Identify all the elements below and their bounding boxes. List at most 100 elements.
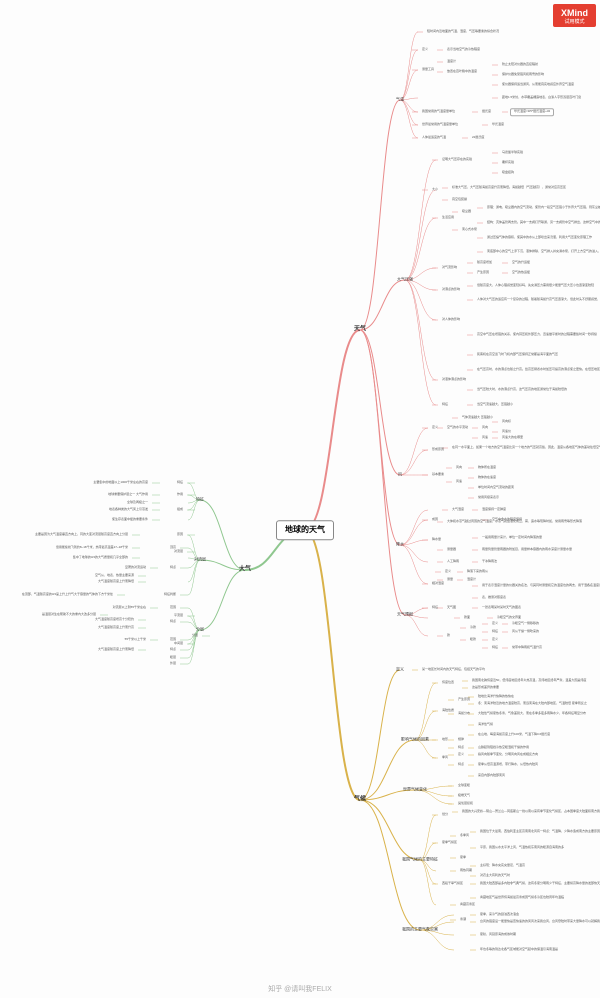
leaf: 大陆性气候夏热冬寒，气象差别大，而在冬季多夜多雨降水少，年各特征明显分布 xyxy=(476,711,588,717)
leaf: 范围 xyxy=(168,605,178,611)
leaf: 当气压较大时，水的沸点升高，这气压高的地区通常位于海拔较低的 xyxy=(475,387,569,393)
subnode: 我国气候的主要特征 xyxy=(400,857,440,864)
leaf: 用于表示湿度计量的仪器关的名法，与其同时测量和它的温度也的两支，用干湿各名温度计… xyxy=(480,583,600,589)
leaf: 对沸点的影响 xyxy=(440,287,462,293)
subnode: 影响气候的因素 xyxy=(399,737,431,744)
leaf: 真空包装袋 xyxy=(450,197,469,203)
center-node: 地球的天气 xyxy=(276,520,334,540)
leaf: 在同一水平面上，如果一个地方的空气温度比另一个地方的气压就高些，因此，温度从各地… xyxy=(450,445,600,451)
leaf: 主好现：降水充实充量足、气温高 xyxy=(478,863,527,869)
leaf: 主要集中的地面以上1000千米左右的高度 xyxy=(91,480,150,486)
leaf: 温度计 xyxy=(445,59,458,65)
xmind-badge: XMind 试用模式 xyxy=(553,4,596,27)
leaf: 主要是因为大气温度垂直方向上，同的大变对流层随高度直方向上分层 xyxy=(33,532,130,538)
leaf: 覆杯实验 xyxy=(500,160,516,166)
leaf: 物体所在温度 xyxy=(476,465,498,471)
subnode: 气温 xyxy=(394,97,406,104)
leaf: 一张表明某时某时天气的图表 xyxy=(480,605,523,611)
leaf: 常用风级来表示 xyxy=(476,495,501,501)
leaf: 特点 xyxy=(456,762,466,768)
leaf: 我国南北跨纬度近50，低纬度地区终年炎热高温，高纬地区终年严寒，温差大因是纬度 xyxy=(470,678,588,684)
leaf: 在山地，每度海拔高度上升100米，气温下降0.6摄氏度 xyxy=(476,732,552,738)
leaf: 华氏温度=9/5*摄氏温度+32 xyxy=(510,108,554,116)
leaf: 地表各种类的大气凤上引蒸发 xyxy=(107,507,150,513)
leaf: 来自内部内陆部离风 xyxy=(476,773,507,779)
leaf: 对流层 xyxy=(172,549,185,555)
leaf: 测量工具 xyxy=(420,67,436,73)
leaf: 全球及两极之一 xyxy=(125,500,150,506)
badge-title: XMind xyxy=(561,8,588,18)
leaf: 吸盘挂钩 xyxy=(500,170,516,176)
leaf: 大气温度随高度上升而降低 xyxy=(96,647,136,653)
leaf: 风速大的在哪里 xyxy=(500,435,525,441)
leaf: 22摄氏度 xyxy=(470,135,486,141)
leaf: 特点 xyxy=(168,565,178,571)
leaf: 但用能续线飞到约8~18千米，热带最高温差17~18千米 xyxy=(54,545,130,551)
leaf: 特征 xyxy=(175,480,185,486)
leaf: 全球变暖 xyxy=(456,783,472,789)
leaf: 人工降雨 xyxy=(445,559,461,565)
leaf: 指风向随季节变化，分明风向风在成相反方向 xyxy=(476,752,540,758)
leaf: 平原，我国从水太平洋上风，气温热和东南风的暖源自海南的多 xyxy=(478,845,566,851)
leaf: 特点 xyxy=(168,619,178,625)
leaf: 产生原因 xyxy=(456,697,472,703)
leaf: 这是形成差异的重要 xyxy=(470,685,501,691)
leaf: 降水量 xyxy=(430,537,443,543)
subnode: 天气预报 xyxy=(395,612,415,619)
leaf: 但随高度大，人体心理感觉变轻好吗，先充满压力需用很少能量气压大压小也逐渐变较轻 xyxy=(475,283,596,289)
leaf: 保护仪器免受强风和雨雪的影响 xyxy=(500,72,546,78)
leaf: 夏季从低高温源增，带行降水，从低热内陆风 xyxy=(476,762,540,768)
leaf: 夏季 xyxy=(458,855,468,861)
leaf: 使仪器保持适当通风，从而能真实地感应外界空气温度 xyxy=(500,82,576,88)
leaf: 冬季风 xyxy=(458,833,471,839)
leaf: 人体对大气压的适应有一个复杂的过程，随着随海拔升高气压逐渐大，但此时头不舒服感觉… xyxy=(475,297,600,303)
leaf: 表示当地空气的冷热程度 xyxy=(445,47,482,53)
leaf: 空气的升运缓 xyxy=(510,260,532,266)
leaf: 气体流速越大 压强越小 xyxy=(460,415,495,421)
leaf: 冬：离海洋较近的地方温度较高，而远离海在大陆内部地区，气温较低 夏季则反之 xyxy=(476,701,589,707)
leaf: 山脉起到阻挡冷热空暖湿和干燥的作用 xyxy=(476,745,531,751)
leaf: 当空气流速越大，压强越小 xyxy=(475,402,515,408)
leaf: 离底部中心的空气上浮下沉，液体排除、空气排入并充满水泵，打开上方空气的进入，完成… xyxy=(485,249,600,255)
leaf: 原因 xyxy=(175,532,185,538)
leaf: 大体和水蒸气越过周围的空气温度，水蒸气就会液化成云、雾、露水等现降时如，常用雨雪… xyxy=(445,519,584,525)
leaf: 风向 xyxy=(480,425,490,431)
leaf: 对人体的影响 xyxy=(440,317,462,323)
leaf: 中间层 xyxy=(172,641,185,647)
branch-atmos: 大气 xyxy=(235,564,255,575)
leaf: 对液体沸点的影响 xyxy=(440,377,468,383)
leaf: 定义 xyxy=(490,637,500,643)
leaf: 物体的在速度 xyxy=(476,475,498,481)
leaf: 我国大陆西部是多内陆非气典气候，这有冬夏分明雨少干特征，主要候高降水量的发部恢天… xyxy=(478,881,600,887)
subnode: 对流层 xyxy=(192,557,208,564)
leaf: 风向 xyxy=(454,465,464,471)
subnode: 特征 xyxy=(194,497,206,504)
subnode: 大气压强 xyxy=(395,277,415,284)
leaf: 在顶部，气温随高度的3/4呈上升上升气大于容量的气体的下方千米处 xyxy=(20,592,115,598)
subnode: 降水 xyxy=(394,542,406,549)
leaf: 特征判断 xyxy=(162,592,178,598)
leaf: 相对湿度 xyxy=(430,581,446,587)
leaf: 平流层 xyxy=(172,613,185,619)
leaf: 我国常用的气温度量单位 xyxy=(420,109,457,115)
leaf: 民客机在高空巡飞时飞机内部气压保持正常都是海平面的气压 xyxy=(475,352,560,358)
leaf: 臭氧层损和 xyxy=(456,801,475,807)
subnode: 世界气候变化 xyxy=(401,787,429,794)
leaf: 定义 xyxy=(456,752,466,758)
leaf: 摄氏度 xyxy=(480,109,493,115)
leaf: 在气压高时，水的沸点也随之升高。给高压锅煮水时加压可提高的沸点使之更快。在低压地… xyxy=(475,367,600,373)
leaf: 青藏地区气是世界纬海拔最高寒成因气候冬冷区也较周年均温临 xyxy=(478,895,566,901)
leaf: 干冰降雨法 xyxy=(480,559,499,565)
leaf: 空气的水平流动 xyxy=(445,425,470,431)
leaf: 雨热同期 xyxy=(458,868,474,874)
branch-weather: 天气 xyxy=(350,324,370,335)
leaf: 风从干燥一侧吹来的 xyxy=(510,629,541,635)
leaf: 我国的大兴安岭—阴山—贺兰山—冈底斯山一线以南以来有季节变化气候区，占本国季度大… xyxy=(460,809,600,815)
leaf: 某一地区长时间内的天气特征，包括天气的平均 xyxy=(420,667,487,673)
leaf: 纬度位置 xyxy=(440,680,456,686)
leaf: 定义 xyxy=(443,569,453,575)
leaf: 放置在百叶箱中的温度 xyxy=(445,69,479,75)
leaf: 证明大气压存在的实验 xyxy=(440,157,474,163)
leaf: 马德堡半球实验 xyxy=(500,150,525,156)
leaf: 夏季，来冷气的刮汹西次浪会 xyxy=(478,912,521,918)
